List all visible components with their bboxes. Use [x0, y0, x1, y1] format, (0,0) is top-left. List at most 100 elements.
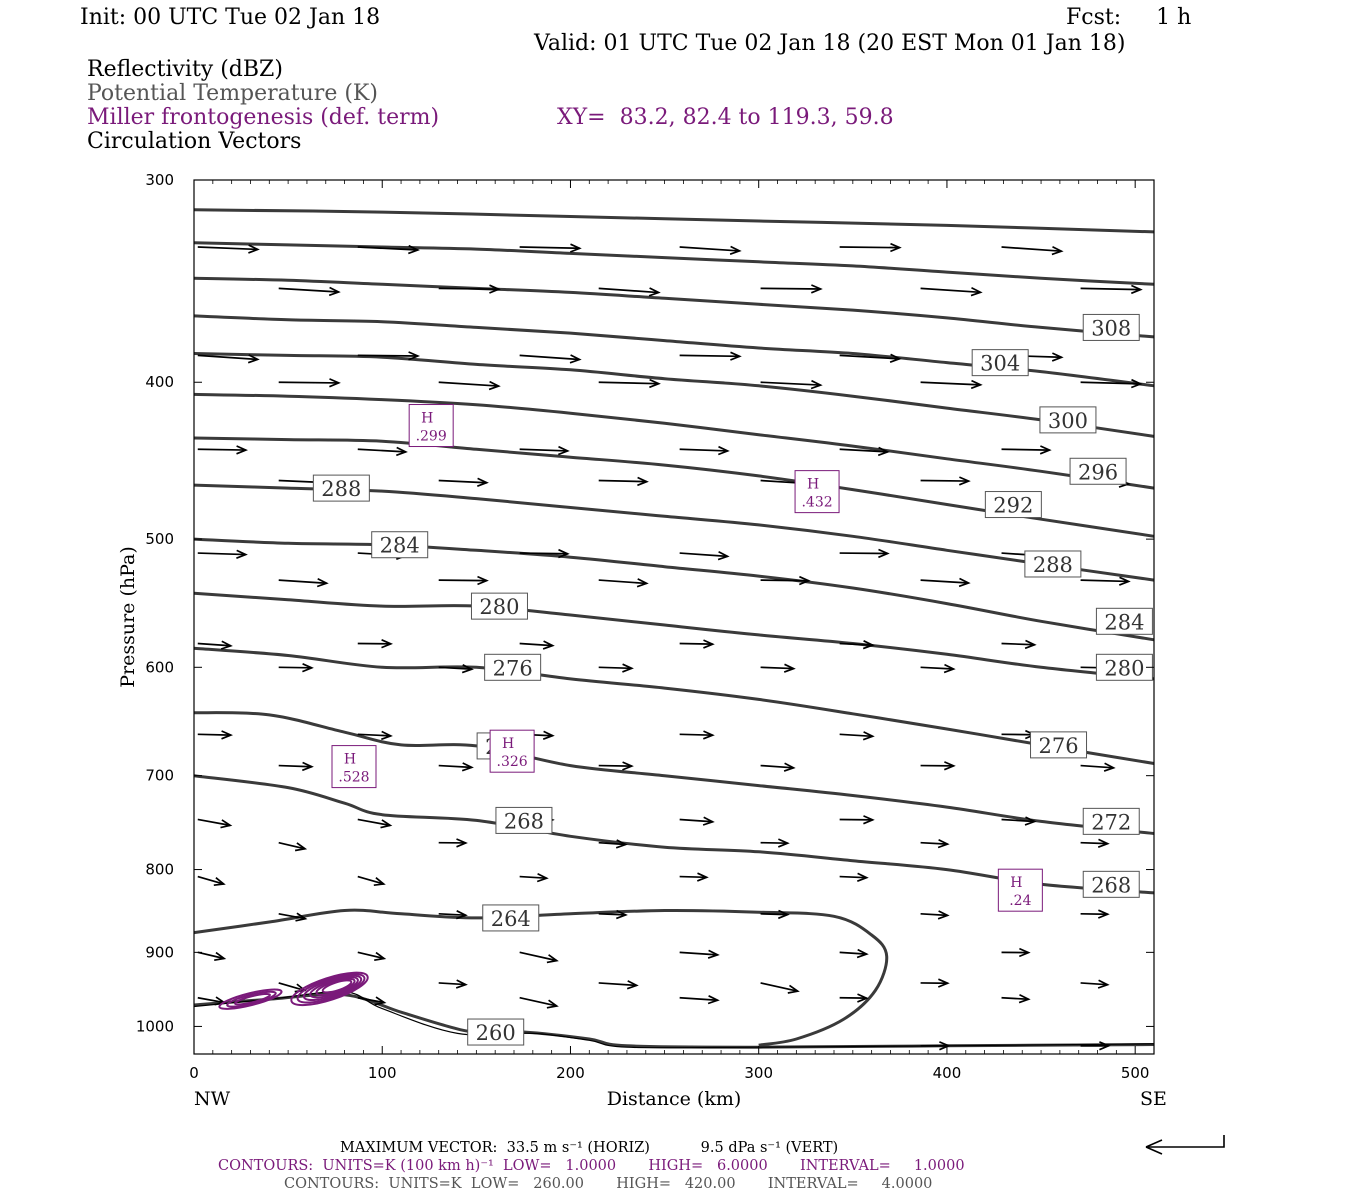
contour-label-box: [495, 806, 553, 834]
vector-head: [1130, 378, 1143, 389]
circulation-vector: [679, 995, 720, 1005]
frontogenesis-max-layer: H .299 H .432 H .528 H .326 H .24: [331, 404, 1043, 912]
circulation-vector: [438, 284, 501, 294]
vector-shaft: [760, 287, 821, 290]
isotherm-312: [193, 241, 1155, 286]
contour-label-text: 308: [1091, 316, 1131, 340]
y-tick-label: 400: [145, 373, 174, 391]
contour-label: 284: [1095, 607, 1153, 635]
vector-head: [1051, 352, 1064, 362]
vector-shaft: [679, 951, 718, 956]
vector-head: [1018, 994, 1031, 1004]
vector-head: [569, 354, 582, 364]
vector-shaft: [1001, 246, 1062, 253]
vector-shaft: [438, 666, 472, 671]
circulation-vector: [679, 551, 730, 561]
frontogenesis-max: H .326: [489, 729, 535, 773]
vector-head: [937, 910, 950, 920]
circulation-vector: [760, 284, 823, 294]
circulation-vector: [1001, 816, 1037, 826]
vector-head: [615, 839, 628, 849]
vector-head: [958, 476, 971, 486]
vector-shaft: [278, 381, 339, 384]
frontogenesis-max: H .528: [331, 745, 377, 789]
vector-head: [302, 663, 314, 673]
contour-label-box: [1069, 457, 1127, 485]
contour-label-text: 264: [491, 907, 531, 931]
circulation-vector: [197, 244, 260, 254]
vector-shaft: [920, 912, 948, 917]
circulation-vector: [679, 730, 715, 740]
vector-shaft: [197, 875, 224, 885]
vector-head: [798, 575, 811, 586]
vector-shaft: [197, 246, 258, 251]
contour-label: 304: [971, 349, 1029, 377]
vector-head: [1118, 576, 1131, 586]
init-time: Init: 00 UTC Tue 02 Jan 18: [80, 5, 381, 30]
vector-head: [374, 951, 387, 962]
vector-head: [542, 640, 555, 650]
vector-head: [1130, 284, 1143, 295]
contour-label: 280: [470, 592, 528, 620]
y-tick-label: 500: [145, 530, 174, 548]
contour-label-box: [482, 904, 540, 932]
vector-head: [477, 477, 489, 487]
vector-shaft: [278, 666, 312, 669]
vector-shaft: [760, 764, 794, 769]
vector-head: [220, 640, 233, 650]
field-circulation-vectors: Circulation Vectors: [87, 129, 302, 154]
y-tick-label: 800: [145, 861, 174, 879]
circulation-vector: [519, 872, 549, 883]
vector-shaft: [760, 666, 794, 670]
contour-label: 276: [1030, 731, 1088, 759]
vector-head: [783, 663, 796, 673]
contour-label: 300: [1039, 406, 1097, 434]
circulation-vector: [1080, 378, 1143, 389]
vector-head: [783, 762, 796, 772]
vector-shaft: [357, 246, 418, 251]
vector-head: [877, 446, 890, 457]
axes-layer: 0 100 200 300 400 500 300 400 500 600 700 800 900 100…: [136, 171, 1155, 1082]
vector-shaft: [197, 552, 246, 556]
circulation-vector: [438, 838, 468, 848]
vector-head: [626, 980, 639, 990]
vector-head: [1097, 909, 1110, 919]
circulation-vector: [1001, 994, 1031, 1004]
circulation-vector: [438, 762, 474, 772]
circulation-vector: [598, 476, 649, 487]
frontogenesis-max-letter: H: [421, 411, 433, 427]
circulation-vector: [357, 996, 387, 1006]
circulation-vector: [197, 445, 248, 455]
vector-shaft: [197, 448, 246, 451]
vector-head: [622, 761, 634, 771]
vector-shaft: [1001, 448, 1050, 451]
vector-shaft: [679, 448, 728, 452]
circulation-vector: [1080, 979, 1110, 989]
circulation-vector: [920, 663, 956, 674]
vector-head: [295, 912, 308, 922]
vector-shaft: [1001, 996, 1029, 1001]
x-end-label-left: NW: [194, 1088, 231, 1110]
vector-shaft: [598, 287, 659, 294]
vector-head: [717, 551, 730, 561]
vector-shaft: [598, 764, 632, 767]
frontogenesis-max: H .299: [408, 404, 454, 448]
y-tick-label: 300: [145, 171, 174, 189]
vector-head: [636, 578, 649, 588]
contour-label: 268: [1082, 870, 1140, 898]
contour-label-text: 280: [479, 595, 519, 619]
isotherm-264: [193, 908, 889, 1047]
vector-head: [648, 287, 661, 297]
vector-shaft: [1080, 841, 1108, 845]
circulation-vector: [920, 838, 950, 849]
vector-shaft: [438, 579, 487, 582]
vector-shaft: [679, 552, 728, 558]
circulation-vector: [1001, 445, 1052, 455]
contour-label-text: 276: [1038, 734, 1078, 758]
vector-head: [477, 575, 489, 586]
vector-head: [569, 243, 582, 253]
vector-shaft: [1080, 982, 1108, 986]
vector-shaft: [357, 448, 406, 453]
vector-head: [1097, 838, 1110, 848]
